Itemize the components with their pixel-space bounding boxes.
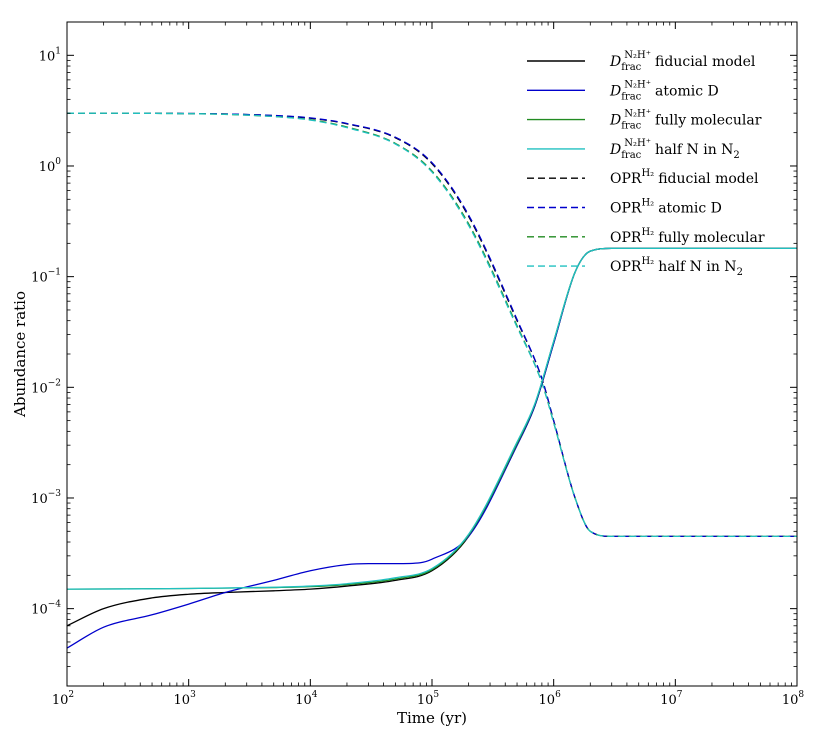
x-tick-label: 106 xyxy=(539,690,562,708)
x-tick-exponent: 5 xyxy=(433,690,439,700)
x-tick-exponent: 4 xyxy=(312,690,318,700)
x-tick-exponent: 6 xyxy=(555,690,561,700)
x-tick-label: 107 xyxy=(660,690,683,708)
y-tick-exponent: 1 xyxy=(55,46,61,56)
x-tick-label: 108 xyxy=(782,690,805,708)
y-tick-label: 10−4 xyxy=(31,600,61,618)
legend-label: OPRH₂ half N in N2 xyxy=(610,256,743,278)
y-tick-label: 10−3 xyxy=(31,489,61,507)
x-tick-label: 103 xyxy=(174,690,197,708)
legend-label: DfracN₂H⁺ fiducial model xyxy=(609,50,756,73)
y-tick-exponent: 0 xyxy=(55,157,61,167)
x-tick-exponent: 8 xyxy=(798,690,804,700)
series-line-half-n-in-n2 xyxy=(67,247,797,590)
x-tick-label: 102 xyxy=(52,690,74,708)
legend-label: DfracN₂H⁺ fully molecular xyxy=(609,109,762,132)
legend-label: DfracN₂H⁺ half N in N2 xyxy=(609,138,740,161)
x-tick-label: 104 xyxy=(295,690,318,708)
y-tick-exponent: −4 xyxy=(48,600,62,610)
y-tick-exponent: −2 xyxy=(48,378,61,388)
legend: DfracN₂H⁺ fiducial model DfracN₂H⁺ atomic D… xyxy=(527,50,765,278)
plot-lines xyxy=(67,112,797,649)
x-tick-exponent: 7 xyxy=(677,690,683,700)
series-line-fully-molecular xyxy=(67,247,797,590)
y-axis-label: Abundance ratio xyxy=(11,291,29,418)
series-line-opr-half-n-in-n2 xyxy=(67,112,797,538)
y-tick-label: 10−2 xyxy=(31,378,61,396)
x-axis: 102 103 104 105 106 107 108 xyxy=(52,22,805,708)
y-tick-label: 10−1 xyxy=(31,268,61,286)
series-line-opr-atomic-d xyxy=(67,112,797,538)
y-tick-label: 101 xyxy=(39,46,61,64)
x-tick-label: 105 xyxy=(417,690,440,708)
legend-label: OPRH₂ atomic D xyxy=(610,198,722,217)
legend-label: OPRH₂ fully molecular xyxy=(610,227,765,246)
x-axis-label: Time (yr) xyxy=(397,709,467,727)
x-tick-exponent: 3 xyxy=(190,690,196,700)
y-tick-exponent: −3 xyxy=(48,489,62,499)
y-tick-exponent: −1 xyxy=(48,268,61,278)
legend-label: DfracN₂H⁺ atomic D xyxy=(609,79,719,102)
x-tick-exponent: 2 xyxy=(68,690,74,700)
legend-label: OPRH₂ fiducial model xyxy=(610,168,759,187)
y-tick-label: 100 xyxy=(39,157,62,175)
